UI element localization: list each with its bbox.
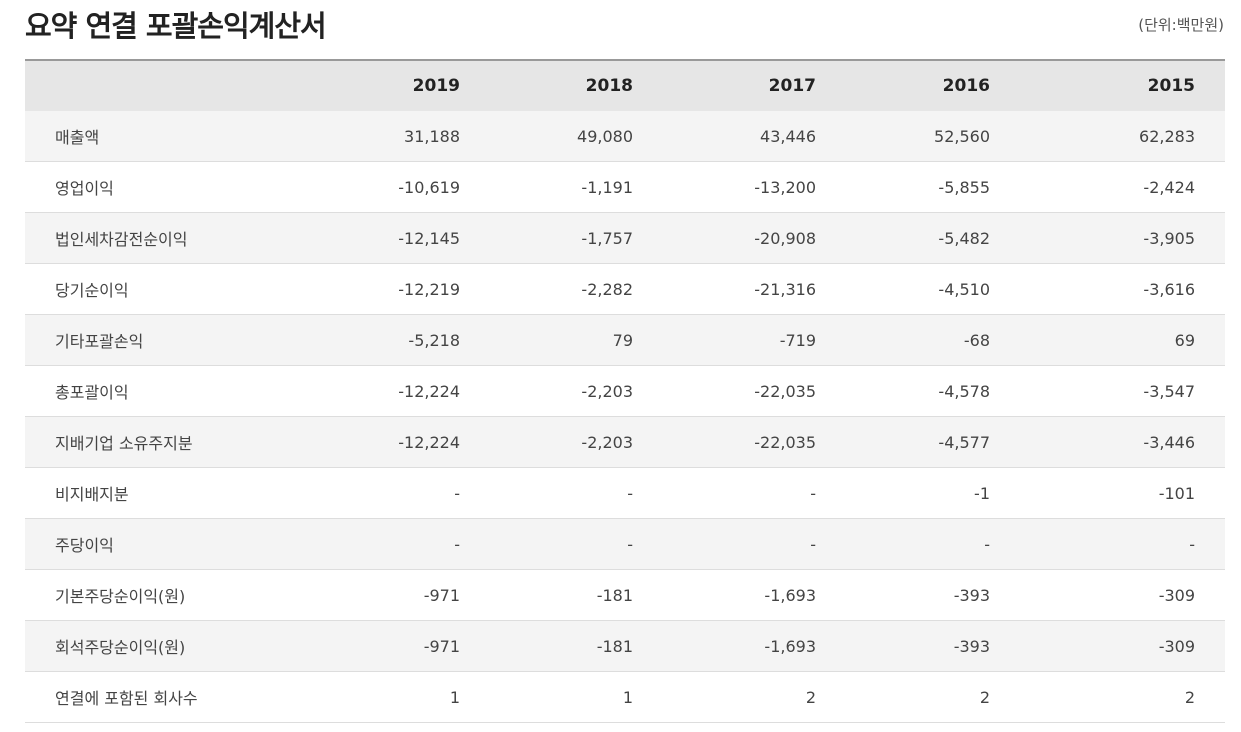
value-cell: -971 [315,620,490,672]
value-cell: -4,577 [846,416,1020,468]
value-cell: 2 [663,671,846,723]
table-row: 영업이익 -10,619 -1,191 -13,200 -5,855 -2,424 [25,161,1225,213]
value-cell: -393 [846,569,1020,621]
value-cell: -2,203 [490,416,663,468]
value-cell: -1,191 [490,161,663,213]
table-row: 매출액 31,188 49,080 43,446 52,560 62,283 [25,111,1225,162]
value-cell: - [315,467,490,519]
table-row: 연결에 포함된 회사수 1 1 2 2 2 [25,671,1225,723]
value-cell: -1,693 [663,569,846,621]
value-cell: -309 [1020,569,1225,621]
value-cell: -1 [846,467,1020,519]
income-statement-table: 2019 2018 2017 2016 2015 매출액 31,188 49,080… [25,59,1225,723]
value-cell: -5,482 [846,212,1020,264]
value-cell: -68 [846,314,1020,366]
value-cell: -4,578 [846,365,1020,417]
row-label: 지배기업 소유주지분 [25,416,315,468]
row-label: 기타포괄손익 [25,314,315,366]
table-header-row: 2019 2018 2017 2016 2015 [25,59,1225,111]
row-label: 당기순이익 [25,263,315,315]
value-cell: -3,446 [1020,416,1225,468]
value-cell: - [663,467,846,519]
value-cell: -3,547 [1020,365,1225,417]
value-cell: -12,145 [315,212,490,264]
value-cell: 2 [1020,671,1225,723]
value-cell: 62,283 [1020,111,1225,162]
value-cell: -971 [315,569,490,621]
table-row: 법인세차감전순이익 -12,145 -1,757 -20,908 -5,482 -3,90… [25,212,1225,264]
value-cell: - [315,518,490,570]
row-label: 매출액 [25,111,315,162]
table-row: 비지배지분 - - - -1 -101 [25,467,1225,519]
row-label: 주당이익 [25,518,315,570]
value-cell: 69 [1020,314,1225,366]
value-cell: 2 [846,671,1020,723]
value-cell: -1,757 [490,212,663,264]
value-cell: 43,446 [663,111,846,162]
value-cell: -12,224 [315,365,490,417]
value-cell: -22,035 [663,365,846,417]
value-cell: -3,616 [1020,263,1225,315]
value-cell: -3,905 [1020,212,1225,264]
value-cell: -309 [1020,620,1225,672]
value-cell: -393 [846,620,1020,672]
table-row: 당기순이익 -12,219 -2,282 -21,316 -4,510 -3,616 [25,263,1225,315]
value-cell: -20,908 [663,212,846,264]
value-cell: -181 [490,569,663,621]
row-label: 법인세차감전순이익 [25,212,315,264]
value-cell: -13,200 [663,161,846,213]
row-label: 영업이익 [25,161,315,213]
value-cell: -12,224 [315,416,490,468]
value-cell: -4,510 [846,263,1020,315]
row-label: 기본주당순이익(원) [25,569,315,621]
row-label: 연결에 포함된 회사수 [25,671,315,723]
table-row: 회석주당순이익(원) -971 -181 -1,693 -393 -309 [25,620,1225,672]
table-row: 지배기업 소유주지분 -12,224 -2,203 -22,035 -4,577 -3,4… [25,416,1225,468]
row-label: 총포괄이익 [25,365,315,417]
header-year: 2015 [1020,59,1225,111]
header-year: 2016 [846,59,1020,111]
value-cell: -2,424 [1020,161,1225,213]
value-cell: -5,855 [846,161,1020,213]
value-cell: 79 [490,314,663,366]
value-cell: 1 [315,671,490,723]
value-cell: -21,316 [663,263,846,315]
unit-note: (단위:백만원) [1138,16,1224,34]
value-cell: -12,219 [315,263,490,315]
value-cell: 49,080 [490,111,663,162]
row-label: 비지배지분 [25,467,315,519]
value-cell: - [490,467,663,519]
value-cell: - [490,518,663,570]
header-year: 2019 [315,59,490,111]
value-cell: -1,693 [663,620,846,672]
value-cell: - [663,518,846,570]
value-cell: -101 [1020,467,1225,519]
value-cell: -2,203 [490,365,663,417]
value-cell: -719 [663,314,846,366]
value-cell: 1 [490,671,663,723]
table-row: 기타포괄손익 -5,218 79 -719 -68 69 [25,314,1225,366]
value-cell: - [1020,518,1225,570]
value-cell: -10,619 [315,161,490,213]
row-label: 회석주당순이익(원) [25,620,315,672]
table-row: 기본주당순이익(원) -971 -181 -1,693 -393 -309 [25,569,1225,621]
header-year: 2018 [490,59,663,111]
value-cell: -22,035 [663,416,846,468]
value-cell: -5,218 [315,314,490,366]
header-label-cell [25,59,315,111]
table-row: 주당이익 - - - - - [25,518,1225,570]
page-title: 요약 연결 포괄손익계산서 [25,9,327,43]
value-cell: 31,188 [315,111,490,162]
value-cell: -181 [490,620,663,672]
value-cell: 52,560 [846,111,1020,162]
value-cell: - [846,518,1020,570]
table-row: 총포괄이익 -12,224 -2,203 -22,035 -4,578 -3,547 [25,365,1225,417]
header-year: 2017 [663,59,846,111]
value-cell: -2,282 [490,263,663,315]
